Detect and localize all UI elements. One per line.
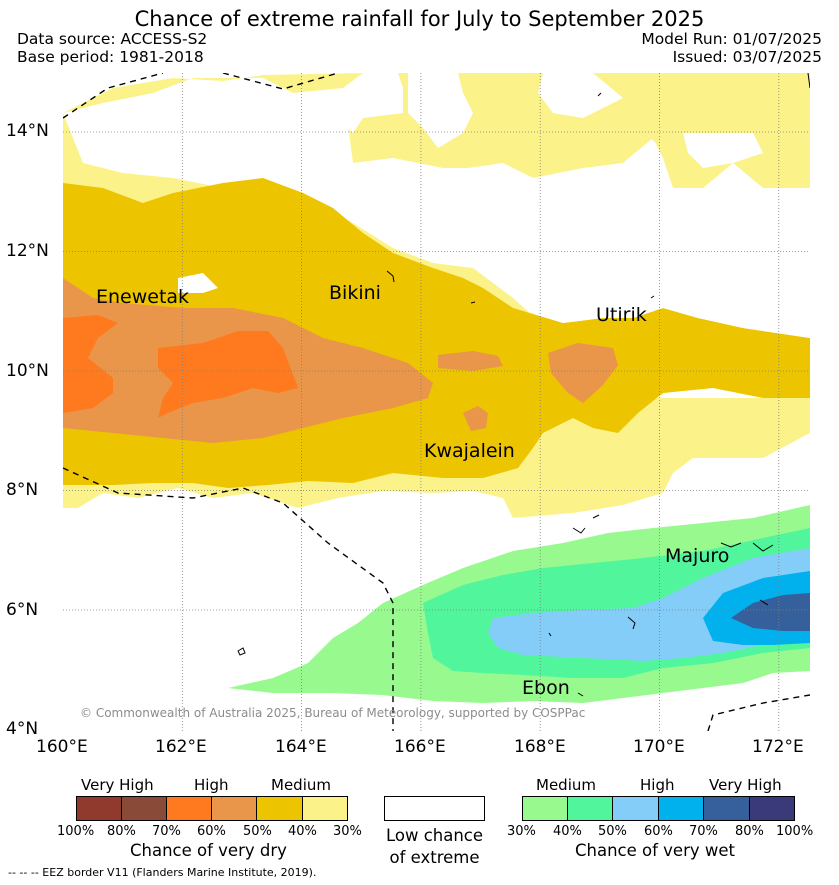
place-label-ebon: Ebon bbox=[522, 677, 570, 699]
wet-percent-label: 70% bbox=[689, 824, 718, 839]
low-chance-patch bbox=[178, 273, 218, 293]
base-period-text: Base period: 1981-2018 bbox=[17, 48, 204, 66]
lon-label: 172°E bbox=[752, 737, 804, 757]
low-chance-patch bbox=[683, 133, 763, 168]
dry-60-70-region bbox=[158, 331, 298, 418]
wet-category-label: Medium bbox=[536, 776, 596, 794]
wet-percent-label: 40% bbox=[553, 824, 582, 839]
wet-swatch bbox=[704, 796, 750, 821]
data-source-text: Data source: ACCESS-S2 bbox=[17, 30, 208, 48]
wet-swatch bbox=[613, 796, 659, 821]
low-chance-patch bbox=[518, 278, 810, 338]
wet-category-label: High bbox=[640, 776, 675, 794]
wet-colorbar-title: Chance of very wet bbox=[575, 841, 735, 860]
lat-label: 10°N bbox=[6, 361, 49, 381]
model-run-text: Model Run: 01/07/2025 bbox=[641, 30, 822, 48]
dry-percent-label: 60% bbox=[197, 824, 226, 839]
eez-border-note: -- -- -- EEZ border V11 (Flanders Marine… bbox=[8, 866, 317, 879]
dry-60-70-region bbox=[63, 315, 118, 413]
dry-percent-label: 40% bbox=[288, 824, 317, 839]
wet-swatch bbox=[522, 796, 568, 821]
wet-category-label: Very High bbox=[709, 776, 782, 794]
dry-category-label: Very High bbox=[81, 776, 154, 794]
wet-swatch bbox=[750, 796, 795, 821]
dry-colorbar-title: Chance of very dry bbox=[130, 841, 287, 860]
dry-percent-label: 50% bbox=[243, 824, 272, 839]
wet-70-80-region bbox=[731, 593, 810, 631]
issued-text: Issued: 03/07/2025 bbox=[672, 48, 822, 66]
dry-category-label: High bbox=[194, 776, 229, 794]
dry-50-60-region bbox=[438, 351, 503, 371]
wet-percent-label: 50% bbox=[598, 824, 627, 839]
wet-percent-label: 60% bbox=[644, 824, 673, 839]
map-title: Chance of extreme rainfall for July to S… bbox=[134, 7, 705, 31]
lon-label: 160°E bbox=[36, 737, 88, 757]
place-label-bikini: Bikini bbox=[329, 282, 381, 304]
place-label-kwajalein: Kwajalein bbox=[424, 440, 515, 462]
low-chance-patch bbox=[408, 73, 473, 148]
dry-swatch bbox=[212, 796, 257, 821]
dry-swatch bbox=[303, 796, 348, 821]
low-chance-label-line1: Low chance bbox=[385, 826, 484, 845]
rainfall-map bbox=[63, 73, 810, 731]
dry-percent-label: 100% bbox=[57, 824, 95, 839]
lon-label: 162°E bbox=[155, 737, 207, 757]
dry-swatch bbox=[167, 796, 212, 821]
dry-50-60-region bbox=[463, 406, 488, 431]
wet-percent-label: 100% bbox=[776, 824, 814, 839]
wet-swatch bbox=[568, 796, 613, 821]
place-label-utirik: Utirik bbox=[596, 304, 647, 326]
dry-percent-label: 30% bbox=[333, 824, 362, 839]
islands bbox=[237, 73, 810, 697]
place-label-majuro: Majuro bbox=[665, 545, 730, 567]
low-chance-patch bbox=[333, 73, 403, 133]
dry-percent-label: 80% bbox=[107, 824, 136, 839]
low-chance-swatch bbox=[384, 796, 485, 821]
dry-50-60-region bbox=[548, 343, 618, 403]
lat-label: 8°N bbox=[6, 480, 39, 500]
eez-border bbox=[63, 73, 810, 731]
dry-percent-label: 70% bbox=[152, 824, 181, 839]
low-chance-patch bbox=[538, 73, 623, 118]
lon-label: 170°E bbox=[633, 737, 685, 757]
place-label-enewetak: Enewetak bbox=[96, 286, 190, 308]
dry-category-label: Medium bbox=[271, 776, 331, 794]
lat-label: 4°N bbox=[6, 719, 39, 739]
wet-percent-label: 30% bbox=[507, 824, 536, 839]
wet-swatch bbox=[659, 796, 704, 821]
low-chance-label-line2: of extreme bbox=[389, 848, 480, 867]
lat-label: 12°N bbox=[6, 241, 49, 261]
dry-swatch bbox=[257, 796, 303, 821]
lon-label: 164°E bbox=[275, 737, 327, 757]
lon-label: 168°E bbox=[514, 737, 566, 757]
wet-percent-label: 80% bbox=[735, 824, 764, 839]
lat-label: 14°N bbox=[6, 121, 49, 141]
dry-swatch bbox=[122, 796, 167, 821]
lat-label: 6°N bbox=[6, 600, 39, 620]
lon-label: 166°E bbox=[394, 737, 446, 757]
copyright-text: © Commonwealth of Australia 2025, Bureau… bbox=[80, 706, 586, 720]
dry-swatch bbox=[76, 796, 122, 821]
